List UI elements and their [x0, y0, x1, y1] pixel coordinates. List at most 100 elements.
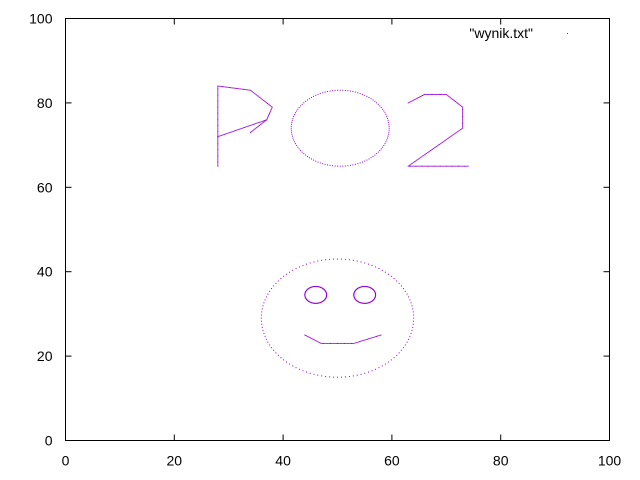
- data-point: [231, 131, 233, 133]
- data-point: [374, 154, 376, 156]
- data-point: [381, 365, 383, 367]
- data-point: [217, 136, 219, 138]
- data-point: [457, 103, 459, 105]
- data-point: [324, 163, 326, 165]
- data-point: [217, 126, 219, 128]
- data-point: [259, 97, 261, 99]
- data-point: [388, 123, 390, 125]
- data-point: [462, 121, 464, 123]
- data-point: [453, 99, 455, 101]
- data-point: [384, 112, 386, 114]
- data-point: [422, 165, 424, 167]
- data-point: [254, 93, 256, 95]
- data-point: [218, 85, 220, 87]
- data-point: [387, 361, 389, 363]
- data-point: [325, 259, 327, 261]
- data-point: [217, 97, 219, 99]
- data-point: [321, 375, 323, 377]
- data-point: [441, 93, 443, 95]
- data-point: [380, 148, 382, 150]
- data-point: [301, 151, 303, 153]
- data-point: [263, 332, 265, 334]
- data-point: [332, 342, 334, 344]
- data-point: [417, 165, 419, 167]
- data-point: [348, 259, 350, 261]
- data-point: [409, 101, 411, 103]
- data-point: [217, 91, 219, 93]
- data-point: [291, 133, 293, 135]
- data-point: [361, 302, 363, 304]
- data-point: [388, 121, 390, 123]
- data-point: [459, 104, 461, 106]
- data-point: [363, 285, 365, 287]
- data-point: [301, 103, 303, 105]
- data-point: [269, 344, 271, 346]
- data-point: [456, 165, 458, 167]
- y-tick-label: 100: [29, 11, 53, 27]
- data-point: [217, 147, 219, 149]
- data-point: [261, 308, 263, 310]
- y-tick-label: 80: [37, 95, 53, 111]
- data-point: [269, 290, 271, 292]
- data-point: [372, 155, 374, 157]
- data-point: [251, 130, 253, 132]
- data-point: [442, 93, 444, 95]
- data-point: [217, 159, 219, 161]
- data-point: [217, 142, 219, 144]
- data-point: [249, 131, 251, 133]
- data-point: [417, 97, 419, 99]
- data-point: [322, 92, 324, 94]
- data-point: [362, 302, 364, 304]
- data-point: [217, 120, 219, 122]
- data-point: [311, 286, 313, 288]
- data-point: [457, 165, 459, 167]
- data-point: [407, 165, 409, 167]
- data-point: [217, 103, 219, 105]
- data-point: [440, 165, 442, 167]
- data-point: [337, 342, 338, 344]
- data-point: [411, 165, 413, 167]
- data-point: [242, 127, 244, 129]
- data-point: [318, 286, 320, 288]
- data-point: [406, 341, 408, 343]
- data-point: [306, 155, 308, 157]
- data-point: [412, 311, 414, 313]
- y-tick-label: 40: [37, 264, 53, 280]
- data-point: [310, 96, 312, 98]
- data-point: [315, 340, 317, 342]
- data-point: [367, 286, 369, 288]
- data-point: [431, 165, 433, 167]
- data-point: [453, 133, 455, 135]
- data-point: [225, 133, 227, 135]
- data-point: [316, 286, 318, 288]
- data-point: [340, 258, 342, 260]
- x-axis-tick-labels: 0 20 40 60 80 100: [62, 453, 622, 469]
- data-point: [264, 100, 266, 102]
- data-point: [270, 109, 272, 111]
- data-point: [298, 148, 300, 150]
- data-point: [360, 373, 362, 375]
- data-point: [227, 132, 229, 134]
- data-point: [262, 329, 264, 331]
- data-point: [318, 286, 320, 288]
- data-point: [431, 149, 433, 151]
- data-point: [240, 88, 242, 90]
- data-point: [439, 143, 441, 145]
- data-point: [217, 139, 219, 141]
- data-point: [255, 123, 257, 125]
- data-point: [364, 339, 366, 341]
- data-point: [413, 165, 415, 167]
- data-point: [383, 110, 385, 112]
- data-point: [217, 108, 219, 110]
- data-point: [448, 96, 450, 98]
- data-point: [234, 87, 236, 89]
- data-point: [263, 121, 265, 123]
- data-point: [450, 135, 452, 137]
- x-tick-label: 40: [275, 453, 291, 469]
- data-point: [363, 302, 365, 304]
- data-point: [237, 129, 239, 131]
- data-point: [364, 302, 366, 304]
- data-point: [317, 93, 319, 95]
- data-point: [390, 359, 392, 361]
- data-point: [448, 137, 450, 139]
